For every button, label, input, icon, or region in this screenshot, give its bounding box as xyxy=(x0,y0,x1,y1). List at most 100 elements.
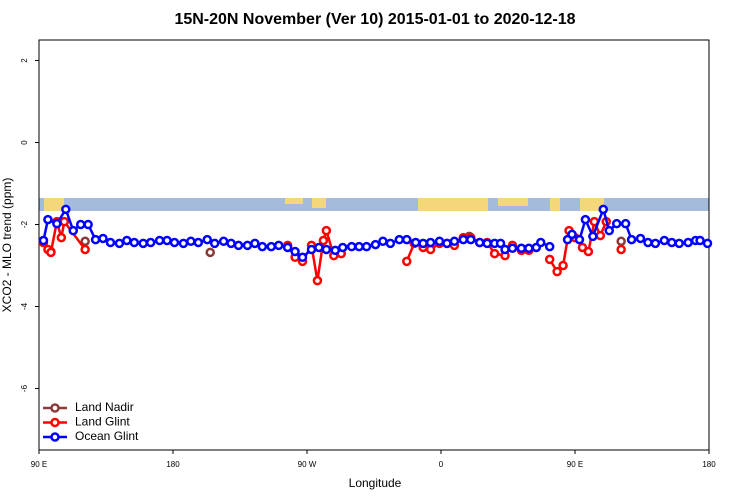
point xyxy=(56,232,67,243)
point xyxy=(105,237,116,248)
point xyxy=(516,243,527,254)
point xyxy=(577,242,588,253)
point xyxy=(205,247,215,258)
point xyxy=(418,238,428,249)
chart-title: 15N-20N November (Ver 10) 2015-01-01 to … xyxy=(174,11,575,28)
point xyxy=(626,234,637,245)
point xyxy=(650,238,661,249)
point xyxy=(233,240,244,251)
point xyxy=(321,244,332,255)
point xyxy=(80,244,90,255)
point xyxy=(290,246,300,257)
point xyxy=(466,234,476,245)
point xyxy=(46,247,56,258)
point xyxy=(402,234,412,245)
point xyxy=(193,237,204,248)
point xyxy=(297,252,308,263)
point xyxy=(620,218,631,229)
point xyxy=(314,242,324,253)
point xyxy=(695,235,705,246)
point xyxy=(474,237,485,248)
y-tick-label: 0 xyxy=(20,140,29,145)
point xyxy=(59,216,70,227)
y-tick-label: -2 xyxy=(20,220,29,228)
point xyxy=(674,238,684,249)
point xyxy=(361,241,372,252)
point xyxy=(129,237,140,248)
legend-marker xyxy=(50,403,60,413)
point xyxy=(75,219,86,230)
point xyxy=(524,243,534,254)
point xyxy=(616,244,626,255)
point xyxy=(162,235,172,246)
point xyxy=(536,237,546,248)
point xyxy=(635,233,646,244)
point xyxy=(318,235,329,246)
legend-label: Ocean Glint xyxy=(75,429,139,443)
point xyxy=(667,237,677,248)
x-axis-label: Longitude xyxy=(349,476,402,490)
point xyxy=(337,242,348,253)
point xyxy=(242,240,253,251)
point xyxy=(598,204,609,215)
point xyxy=(370,239,381,250)
point xyxy=(257,241,268,252)
point xyxy=(604,225,614,236)
point xyxy=(495,238,506,249)
point xyxy=(643,237,653,248)
point xyxy=(98,233,108,244)
point xyxy=(595,230,606,241)
point xyxy=(659,235,670,246)
point xyxy=(330,245,341,256)
point xyxy=(306,244,317,255)
point xyxy=(616,236,626,247)
point xyxy=(346,241,357,252)
point xyxy=(482,238,492,249)
x-tick-label: 90 E xyxy=(567,460,583,469)
point xyxy=(90,234,101,245)
point xyxy=(52,218,62,229)
point xyxy=(312,275,323,286)
point xyxy=(580,214,591,225)
point xyxy=(500,244,510,255)
x-tick-label: 180 xyxy=(166,460,180,469)
point xyxy=(226,238,236,249)
point xyxy=(410,237,421,248)
point xyxy=(558,260,568,271)
point xyxy=(61,204,71,215)
y-axis-label: XCO2 - MLO trend (ppm) xyxy=(0,178,14,313)
point xyxy=(354,241,364,252)
x-tick-label: 180 xyxy=(702,460,716,469)
point xyxy=(154,235,165,246)
point xyxy=(425,237,436,248)
point xyxy=(574,234,585,245)
legend-marker xyxy=(50,417,60,428)
point xyxy=(273,240,284,251)
point xyxy=(122,235,132,246)
point xyxy=(434,236,445,247)
point xyxy=(567,229,577,240)
point xyxy=(80,236,90,247)
point xyxy=(394,234,405,245)
point xyxy=(266,241,277,252)
point xyxy=(544,254,555,265)
point xyxy=(186,236,196,247)
legend-label: Land Glint xyxy=(75,415,130,429)
point xyxy=(458,234,469,245)
y-tick-label: -6 xyxy=(20,384,29,392)
point xyxy=(611,218,622,229)
point xyxy=(449,236,460,247)
point xyxy=(202,234,212,245)
point xyxy=(583,246,594,257)
point xyxy=(145,237,156,248)
point xyxy=(544,241,555,252)
point xyxy=(68,225,78,236)
point xyxy=(489,248,500,259)
point xyxy=(552,266,562,277)
map-strip xyxy=(39,198,709,211)
point xyxy=(702,238,713,249)
point xyxy=(588,231,598,242)
point xyxy=(138,238,148,249)
